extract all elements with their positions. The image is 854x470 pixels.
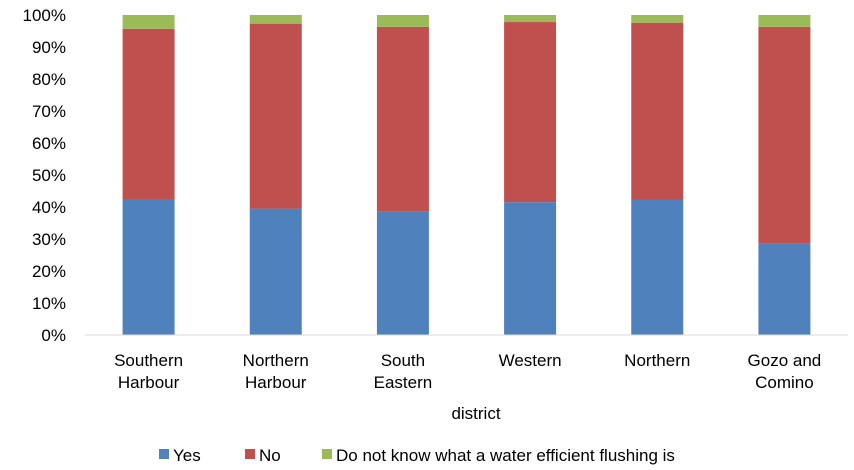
x-category-label: Northern — [624, 351, 690, 370]
x-axis-category-labels: Southern Harbour Northern Harbour South Easte… — [114, 351, 821, 392]
y-tick-label: 20% — [32, 262, 66, 281]
y-tick-label: 80% — [32, 70, 66, 89]
bars-group — [122, 15, 811, 335]
bar-segment-do-not-know-what-a-water-efficient-flushing-is — [758, 15, 811, 27]
bar-segment-no — [249, 23, 302, 209]
bar-segment-yes — [504, 202, 557, 335]
x-category-label: Harbour — [245, 373, 307, 392]
y-tick-label: 10% — [32, 294, 66, 313]
y-tick-label: 40% — [32, 198, 66, 217]
legend: Yes No Do not know what a water efficient … — [159, 446, 675, 465]
x-category-label: Eastern — [374, 373, 433, 392]
y-tick-label: 0% — [41, 326, 66, 345]
legend-swatch — [245, 449, 255, 459]
y-tick-label: 70% — [32, 102, 66, 121]
x-category-label: Western — [499, 351, 562, 370]
bar-segment-do-not-know-what-a-water-efficient-flushing-is — [249, 15, 302, 24]
bar-segment-no — [504, 22, 557, 203]
legend-label: Do not know what a water efficient flush… — [336, 446, 675, 465]
x-category-label: Harbour — [118, 373, 180, 392]
bar-segment-do-not-know-what-a-water-efficient-flushing-is — [122, 15, 175, 29]
bar-segment-do-not-know-what-a-water-efficient-flushing-is — [631, 15, 684, 23]
y-tick-label: 90% — [32, 38, 66, 57]
bar-segment-no — [758, 26, 811, 244]
x-category-label: Northern — [243, 351, 309, 370]
y-tick-label: 30% — [32, 230, 66, 249]
y-tick-label: 60% — [32, 134, 66, 153]
bar-segment-no — [376, 26, 429, 212]
bar-segment-yes — [376, 211, 429, 335]
x-category-label: South — [381, 351, 425, 370]
y-tick-label: 50% — [32, 166, 66, 185]
y-axis-ticks: 0% 10% 20% 30% 40% 50% 60% 70% 80% 90% 100% — [23, 6, 66, 345]
legend-label: Yes — [173, 446, 201, 465]
bar-segment-no — [631, 22, 684, 200]
x-axis-title: district — [451, 404, 500, 423]
legend-swatch — [159, 449, 169, 459]
legend-swatch — [322, 449, 332, 459]
bar-segment-no — [122, 28, 175, 200]
bar-segment-yes — [631, 199, 684, 335]
bar-segment-yes — [758, 243, 811, 335]
bar-segment-do-not-know-what-a-water-efficient-flushing-is — [376, 15, 429, 27]
bar-segment-yes — [122, 199, 175, 335]
x-category-label: Southern — [114, 351, 183, 370]
bar-segment-do-not-know-what-a-water-efficient-flushing-is — [504, 15, 557, 23]
y-tick-label: 100% — [23, 6, 66, 25]
x-category-label: Comino — [755, 373, 814, 392]
x-category-label: Gozo and — [748, 351, 822, 370]
legend-label: No — [259, 446, 281, 465]
bar-segment-yes — [249, 208, 302, 335]
